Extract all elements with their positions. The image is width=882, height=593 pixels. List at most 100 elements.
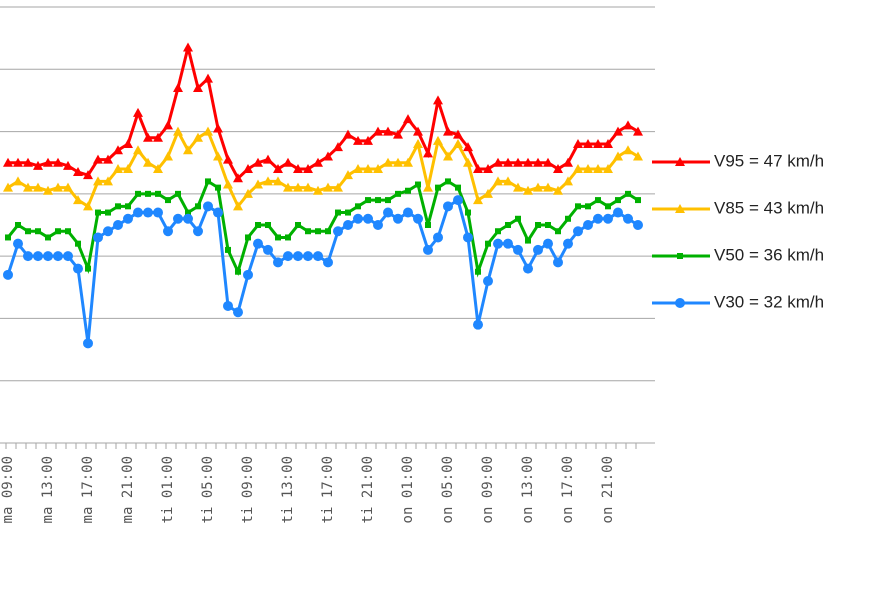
x-tick-label: ti 13:00 [280,456,296,523]
x-tick-label: on 17:00 [560,456,576,523]
legend-label: V85 = 43 km/h [714,198,824,217]
data-point [225,246,231,253]
data-point [455,184,461,191]
data-point [433,232,443,243]
data-point [203,201,213,212]
data-point [263,154,273,164]
data-point [183,213,193,224]
data-point [523,185,533,195]
x-tick-label: on 01:00 [400,456,416,523]
data-point [613,126,623,136]
data-point [63,182,73,192]
data-point [273,163,283,173]
data-point [405,187,411,194]
series-line [8,47,639,181]
data-point [123,163,133,173]
data-point [243,163,253,173]
data-point [483,188,493,198]
data-point [103,226,113,237]
data-point [93,176,103,186]
data-point [603,163,613,173]
data-point [565,215,571,222]
data-point [313,185,323,195]
data-point [53,182,63,192]
data-point [305,228,311,235]
data-point [493,157,503,167]
data-point [563,238,573,249]
data-point [333,182,343,192]
data-point [393,157,403,167]
data-point [615,197,621,204]
data-point [533,157,543,167]
data-point [373,126,383,136]
data-point [23,251,33,262]
data-point [503,176,513,186]
data-point [153,163,163,173]
data-point [473,319,483,330]
data-point [395,190,401,197]
x-tick-label: on 09:00 [480,456,496,523]
data-point [603,213,613,224]
data-point [335,209,341,216]
data-point [153,132,163,142]
data-point [23,182,33,192]
series-line [6,197,639,344]
data-point [323,182,333,192]
data-point [365,197,371,204]
data-point [23,157,33,167]
data-point [43,251,53,262]
data-point [423,148,433,158]
data-point [483,276,493,287]
data-point [573,226,583,237]
data-point [233,307,243,318]
data-point [385,197,391,204]
data-point [143,157,153,167]
data-point [523,263,533,274]
data-point [383,207,393,218]
data-point [473,163,483,173]
data-point [503,157,513,167]
data-point [605,203,611,210]
data-point [515,215,521,222]
data-point [63,160,73,170]
data-point [183,145,193,155]
data-point [563,176,573,186]
data-point [553,185,563,195]
x-tick-label: ti 01:00 [160,456,176,523]
data-point [93,154,103,164]
data-point [273,257,283,268]
data-point [235,268,241,275]
data-point [583,163,593,173]
data-point [603,139,613,149]
data-point [353,213,363,224]
data-point [293,182,303,192]
data-point [223,179,233,189]
x-tick-label: ma 13:00 [40,456,56,523]
data-point [93,232,103,243]
data-point [593,213,603,224]
data-point [173,82,183,92]
data-point [463,142,473,152]
data-point [195,203,201,210]
data-point [493,176,503,186]
data-point [45,234,51,241]
data-point [545,222,551,228]
data-point [505,222,511,228]
data-point [415,181,421,188]
data-point [553,257,563,268]
data-point [555,228,561,235]
data-point [83,170,93,180]
data-point [263,176,273,186]
data-point [423,182,433,192]
data-point [583,139,593,149]
data-point [115,203,121,210]
data-point [373,220,383,230]
x-tick-label: on 05:00 [440,456,456,523]
data-point [355,203,361,210]
data-point [593,163,603,173]
data-point [15,222,21,228]
x-tick-label: ti 21:00 [360,456,376,523]
data-point [283,251,293,262]
x-tick-label: ti 17:00 [320,456,336,523]
data-point [133,145,143,155]
